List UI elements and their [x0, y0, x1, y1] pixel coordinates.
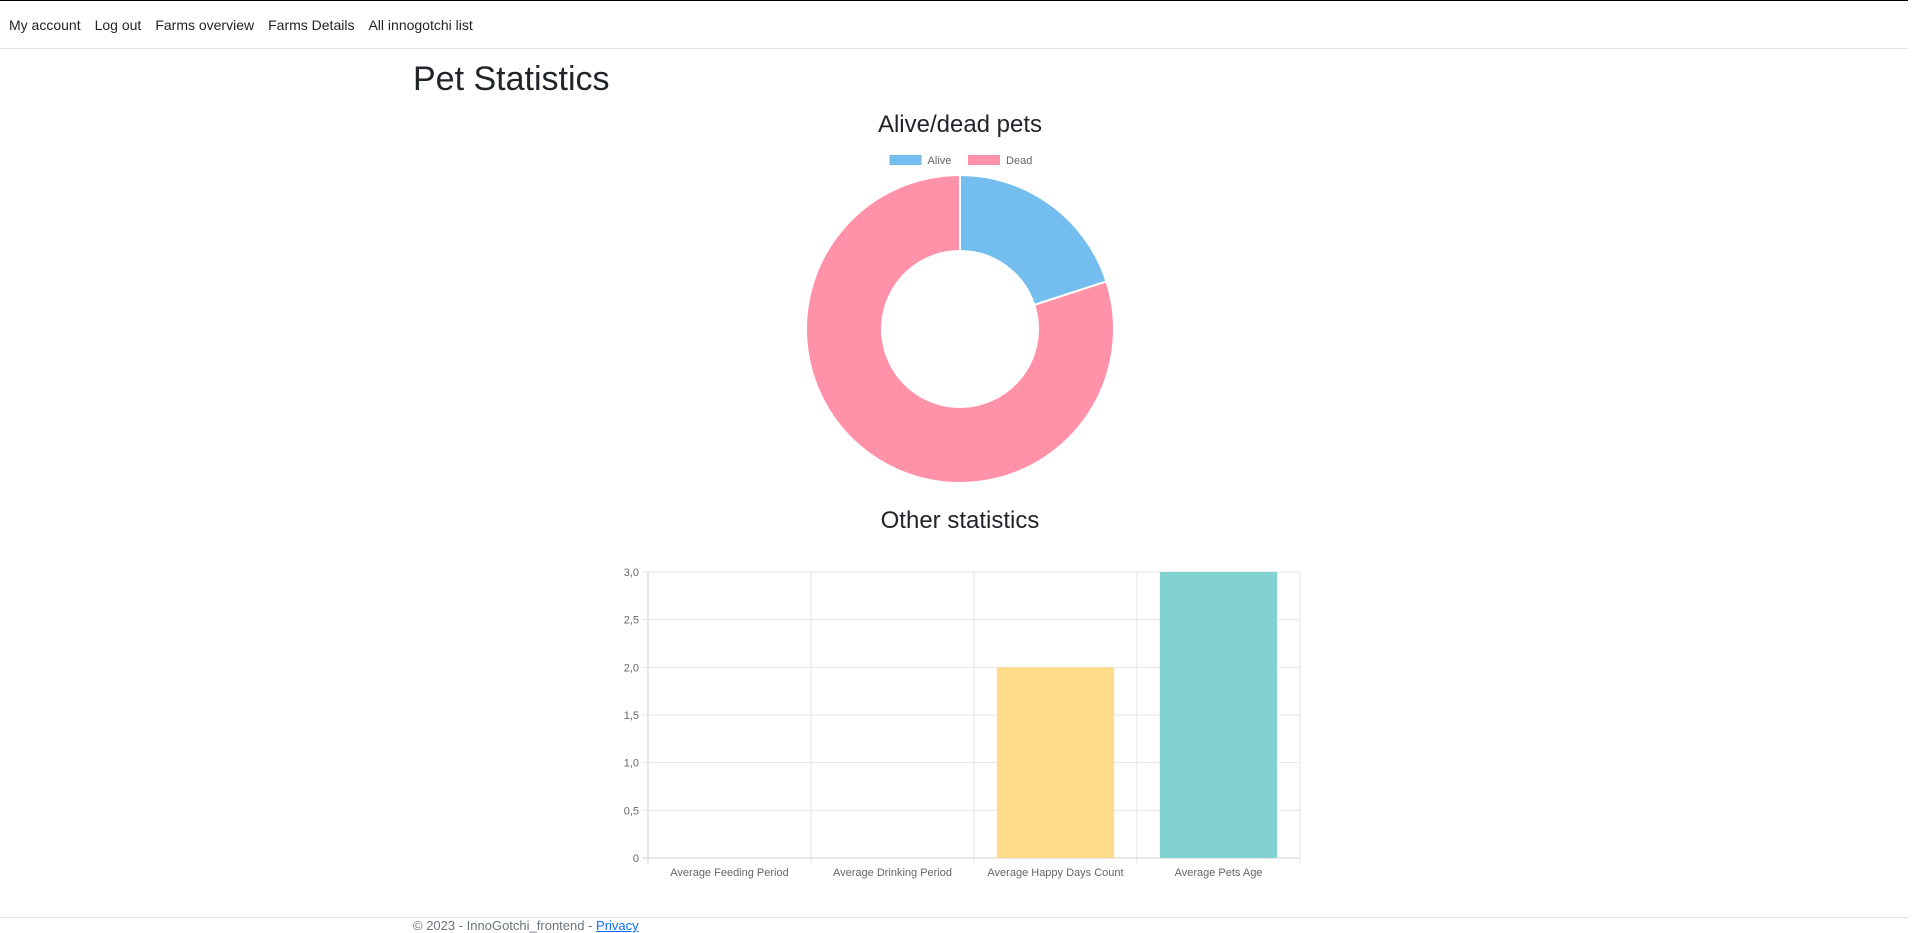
legend-swatch-dead[interactable] [968, 155, 1001, 165]
x-tick-label: Average Drinking Period [833, 867, 952, 879]
bar-average-pets-age[interactable] [1159, 572, 1278, 858]
legend-label-dead[interactable]: Dead [1006, 155, 1032, 167]
donut-chart-title: Alive/dead pets [877, 111, 1043, 138]
legend-label-alive[interactable]: Alive [928, 155, 952, 167]
y-tick-label: 1,0 [624, 758, 639, 770]
nav-all-innogotchi-list-link[interactable]: All innogotchi list [368, 16, 473, 33]
donut-slice-dead[interactable] [805, 173, 1115, 484]
y-tick-label: 0 [633, 853, 639, 865]
nav-my-account-link[interactable]: My account [9, 16, 81, 33]
alive-dead-donut-chart: Alive Dead [805, 155, 1115, 484]
y-tick-label: 2,5 [624, 615, 639, 627]
legend-swatch-alive[interactable] [889, 155, 922, 165]
y-tick-label: 2,0 [624, 662, 639, 674]
nav-log-out-link[interactable]: Log out [94, 16, 142, 33]
x-tick-label: Average Feeding Period [670, 867, 788, 879]
page-title: Pet Statistics [413, 60, 610, 98]
bar-average-happy-days-count[interactable] [996, 667, 1115, 858]
top-border [0, 0, 1908, 1]
footer [0, 917, 1908, 926]
top-navbar: My account Log out Farms overview Farms … [0, 1, 1908, 49]
donut-slice-alive[interactable] [959, 173, 1108, 307]
bar-chart-title: Other statistics [880, 507, 1040, 534]
y-tick-label: 3,0 [624, 567, 639, 579]
nav-farms-overview-link[interactable]: Farms overview [155, 16, 255, 33]
x-tick-label: Average Happy Days Count [987, 867, 1123, 879]
y-tick-label: 0,5 [624, 805, 639, 817]
nav-farms-details-link[interactable]: Farms Details [268, 16, 355, 33]
x-tick-label: Average Pets Age [1175, 867, 1263, 879]
y-tick-label: 1,5 [624, 710, 639, 722]
